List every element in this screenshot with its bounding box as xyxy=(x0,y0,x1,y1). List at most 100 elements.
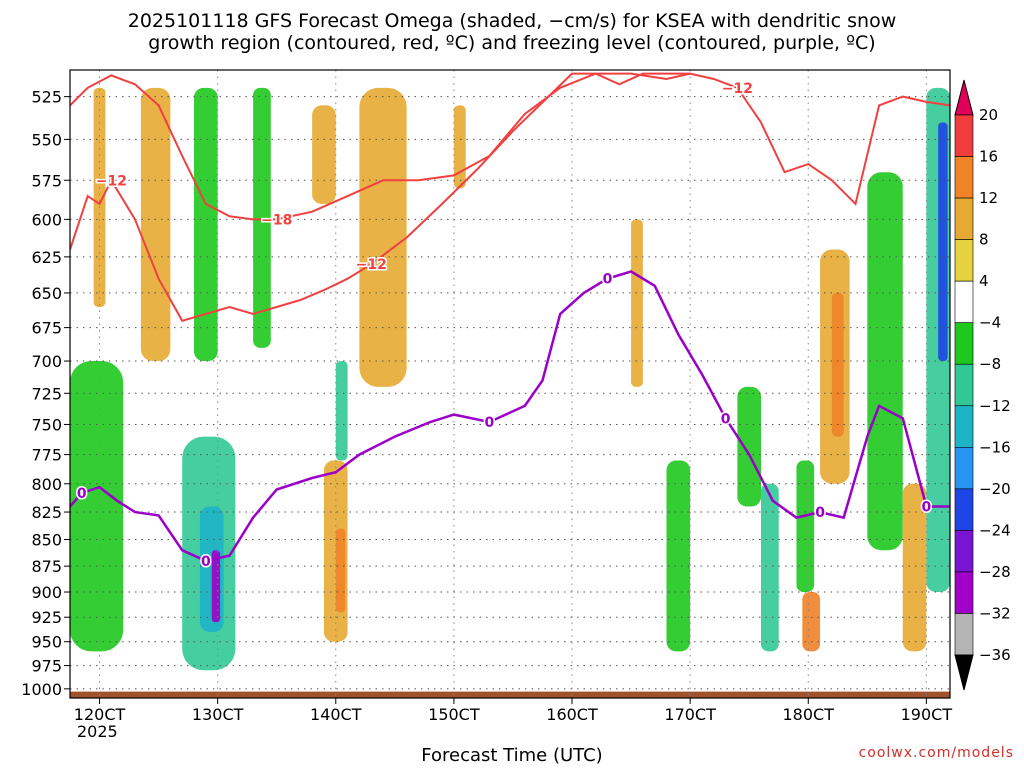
omega-blob-22 xyxy=(902,483,927,652)
colorbar-seg-5 xyxy=(954,280,974,323)
y-tick-label-2: 575 xyxy=(31,171,62,190)
x-year-label: 2025 xyxy=(77,722,118,741)
omega-blob-12 xyxy=(737,386,762,507)
colorbar-bottom-arrow xyxy=(954,654,974,691)
y-tick-label-10: 775 xyxy=(31,446,62,465)
colorbar-seg-13 xyxy=(954,613,974,656)
x-tick-label-6: 180CT xyxy=(783,705,835,724)
colorbar-seg-8 xyxy=(954,405,974,448)
colorbar-label-9: −20 xyxy=(979,480,1011,498)
colorbar-label-3: 8 xyxy=(979,231,989,249)
omega-blob-16 xyxy=(359,87,407,387)
colorbar-seg-3 xyxy=(954,197,974,240)
colorbar-label-7: −12 xyxy=(979,397,1011,415)
y-tick-label-1: 550 xyxy=(31,130,62,149)
y-tick-label-0: 525 xyxy=(31,88,62,107)
x-tick-label-4: 160CT xyxy=(546,705,598,724)
colorbar-seg-10 xyxy=(954,488,974,531)
omega-blob-23 xyxy=(802,592,821,652)
omega-blob-19 xyxy=(631,219,643,387)
y-tick-label-17: 950 xyxy=(31,633,62,652)
terrain-strip xyxy=(70,691,950,698)
colorbar-label-6: −8 xyxy=(979,355,1001,373)
x-tick-label-5: 170CT xyxy=(664,705,716,724)
colorbar-seg-9 xyxy=(954,447,974,490)
x-tick-label-0: 120CT xyxy=(74,705,126,724)
omega-blob-18 xyxy=(335,528,346,613)
omega-blob-13 xyxy=(796,460,815,593)
dgz-label-0a: −18 xyxy=(261,212,292,228)
y-tick-label-8: 725 xyxy=(31,384,62,403)
y-tick-label-6: 675 xyxy=(31,319,62,338)
omega-blob-21 xyxy=(831,292,844,437)
colorbar-label-5: −4 xyxy=(979,314,1001,332)
chart-title-line1: 2025101118 GFS Forecast Omega (shaded, −… xyxy=(127,10,897,32)
y-tick-label-9: 750 xyxy=(31,415,62,434)
y-tick-label-14: 875 xyxy=(31,557,62,576)
colorbar-seg-12 xyxy=(954,571,974,614)
colorbar-seg-6 xyxy=(954,322,974,365)
omega-blob-7 xyxy=(761,483,779,652)
chart-title-line2: growth region (contoured, red, ºC) and f… xyxy=(148,32,876,54)
colorbar-top-arrow xyxy=(954,79,974,116)
y-tick-label-11: 800 xyxy=(31,475,62,494)
omega-blob-8 xyxy=(867,172,903,551)
x-tick-label-1: 130CT xyxy=(192,705,244,724)
y-tick-label-18: 975 xyxy=(31,657,62,676)
y-tick-label-4: 625 xyxy=(31,248,62,267)
y-tick-label-3: 600 xyxy=(31,210,62,229)
colorbar-label-2: 12 xyxy=(979,189,998,207)
colorbar-label-12: −32 xyxy=(979,604,1011,622)
colorbar-label-11: −28 xyxy=(979,563,1011,581)
omega-blob-14 xyxy=(93,87,106,307)
omega-blob-2 xyxy=(335,361,348,461)
dgz-label-1b: −12 xyxy=(356,257,387,273)
omega-blob-6 xyxy=(211,550,221,623)
freezing-label-2: 0 xyxy=(484,415,494,431)
y-tick-label-12: 825 xyxy=(31,503,62,522)
colorbar-seg-4 xyxy=(954,239,974,282)
y-tick-label-15: 900 xyxy=(31,583,62,602)
x-axis: 120CT 130CT 140CT 150CT 160CT 170CT 180CT 190CT xyxy=(74,698,953,724)
colorbar-label-8: −16 xyxy=(979,438,1011,456)
contour-lines: −18 −12 −12 −12 0 0 0 0 0 0 0 xyxy=(70,72,950,571)
y-axis: 525 550 575 600 625 650 675 700 725 750 775 800 825 8… xyxy=(21,88,70,699)
colorbar-label-13: −36 xyxy=(979,646,1011,664)
dgz-contour-1 xyxy=(70,72,950,322)
freezing-label-4: 0 xyxy=(721,411,731,427)
colorbar-label-1: 16 xyxy=(979,148,998,166)
plot-frame xyxy=(69,69,951,699)
omega-blob-24 xyxy=(312,105,336,204)
y-tick-label-16: 925 xyxy=(31,608,62,627)
freezing-label-3: 0 xyxy=(603,272,613,288)
freezing-label-5: 0 xyxy=(815,505,825,521)
dgz-contour-0 xyxy=(70,72,691,221)
x-tick-label-3: 150CT xyxy=(428,705,480,724)
omega-blob-15 xyxy=(140,87,171,362)
x-tick-label-2: 140CT xyxy=(310,705,362,724)
freezing-label-6: 0 xyxy=(922,499,932,515)
x-tick-label-7: 190CT xyxy=(901,705,953,724)
freezing-level-line xyxy=(70,270,950,563)
colorbar: 20 16 12 8 4 −4 −8 −12 −16 −20 −24 −28 −32 −36 xyxy=(954,79,1011,691)
omega-blob-25 xyxy=(453,105,466,189)
colorbar-seg-1 xyxy=(954,114,974,157)
colorbar-seg-11 xyxy=(954,530,974,573)
dgz-label-1c: −12 xyxy=(722,81,753,97)
y-tick-label-7: 700 xyxy=(31,352,62,371)
site-credit: coolwx.com/models xyxy=(858,745,1014,761)
omega-blob-1 xyxy=(253,87,271,348)
omega-blob-0 xyxy=(194,87,218,362)
omega-blob-10 xyxy=(938,122,948,362)
colorbar-label-4: 4 xyxy=(979,272,989,290)
dgz-label-1a: −12 xyxy=(96,173,127,189)
colorbar-label-0: 20 xyxy=(979,106,998,124)
y-tick-label-19: 1000 xyxy=(21,680,62,699)
colorbar-seg-7 xyxy=(954,363,974,407)
x-axis-title: Forecast Time (UTC) xyxy=(421,745,603,766)
colorbar-seg-2 xyxy=(954,156,974,199)
y-tick-label-5: 650 xyxy=(31,284,62,303)
colorbar-label-10: −24 xyxy=(979,521,1011,539)
freezing-label-0: 0 xyxy=(77,486,87,502)
